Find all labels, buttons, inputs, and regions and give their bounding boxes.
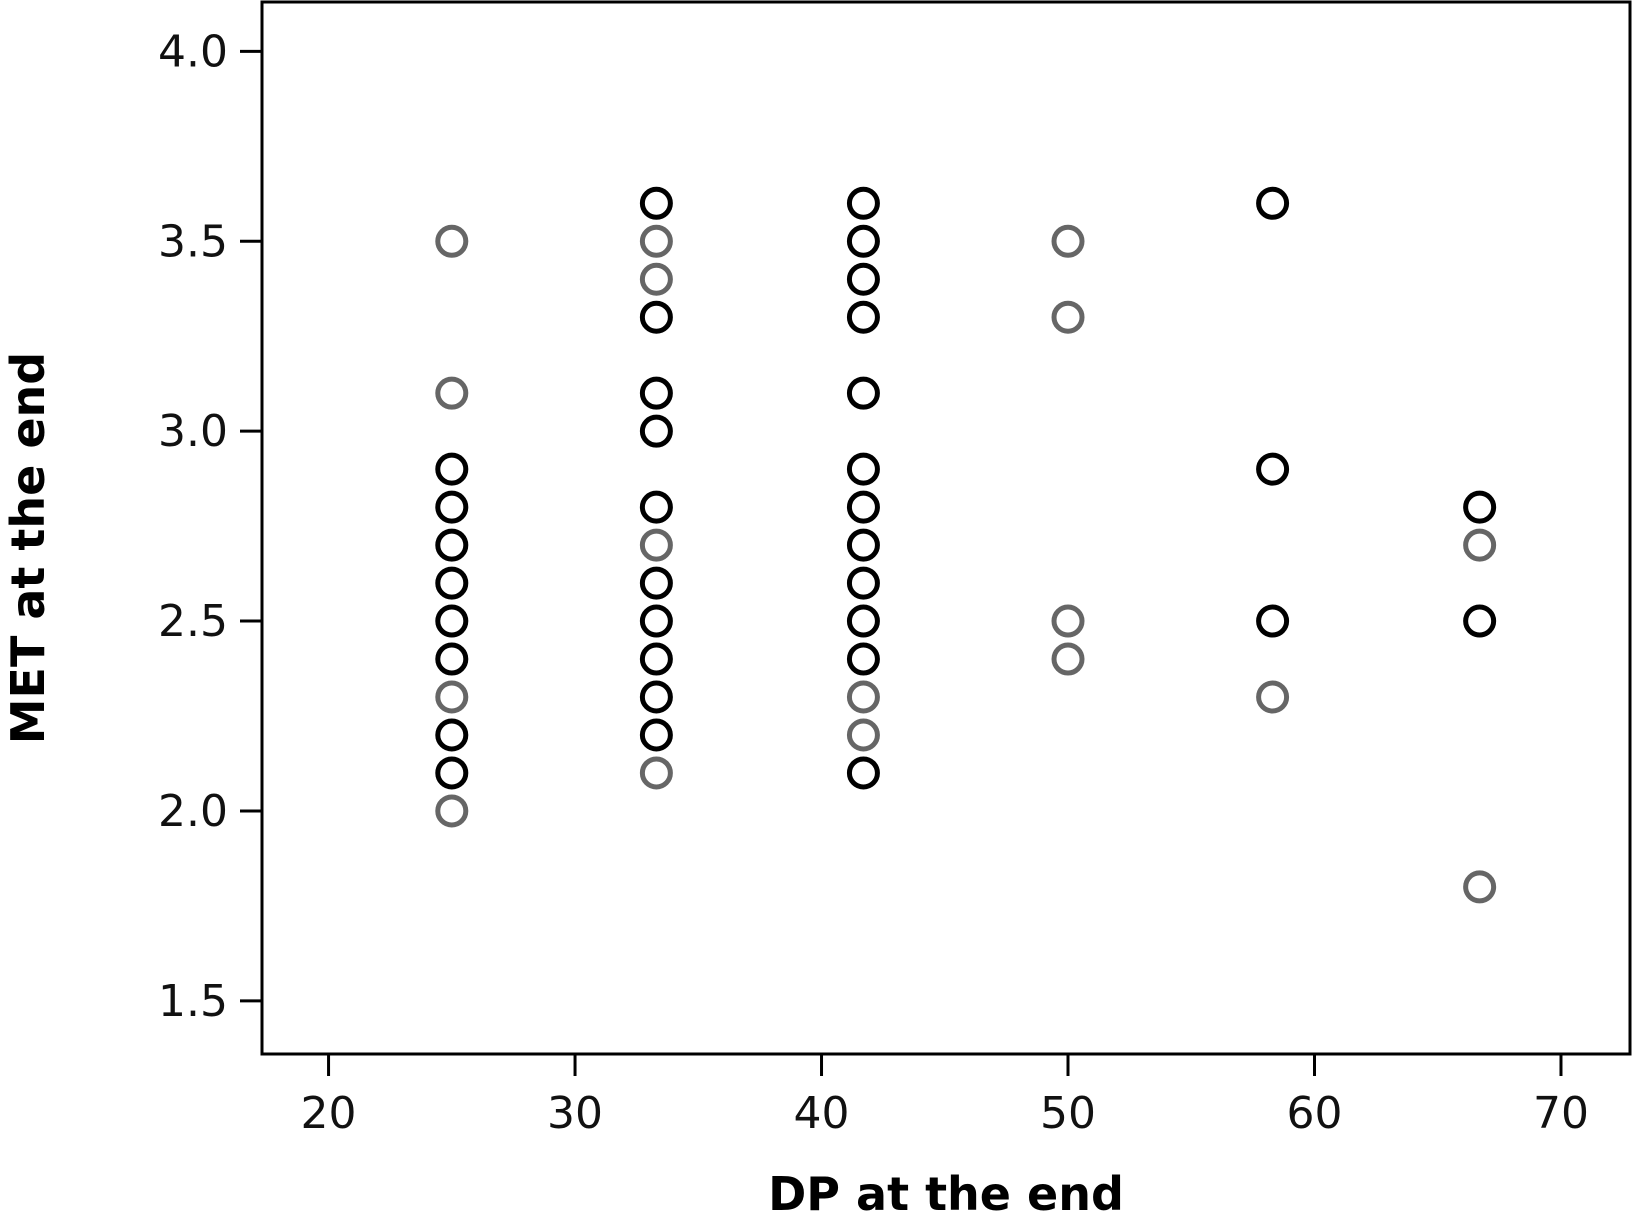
data-point [639,604,673,638]
data-point [639,680,673,714]
data-point [1051,300,1085,334]
data-point [846,528,880,562]
data-point [639,414,673,448]
x-tick-label: 50 [1040,1088,1096,1139]
data-point [639,718,673,752]
data-point [846,490,880,524]
y-tick-label: 3.5 [158,216,228,267]
x-tick-label: 40 [794,1088,850,1139]
data-point [1256,186,1290,220]
data-point [639,528,673,562]
data-points [435,186,1497,904]
data-point [435,794,469,828]
x-axis-title: DP at the end [768,1167,1124,1212]
data-point [639,376,673,410]
data-point [435,566,469,600]
y-tick-label: 4.0 [158,26,228,77]
x-tick-label: 70 [1533,1088,1589,1139]
x-axis: 20 30 40 50 60 70 [301,1054,1589,1139]
data-point [435,604,469,638]
data-point [846,186,880,220]
data-point [1051,604,1085,638]
data-point [846,756,880,790]
data-point [846,452,880,486]
data-point [1463,490,1497,524]
data-point [846,300,880,334]
data-point [1051,224,1085,258]
data-point [435,642,469,676]
data-point [435,490,469,524]
data-point [639,224,673,258]
data-point [1051,642,1085,676]
y-axis: 1.5 2.0 2.5 3.0 3.5 4.0 [158,26,262,1027]
y-tick-label: 2.5 [158,596,228,647]
data-point [846,718,880,752]
data-point [1463,870,1497,904]
data-point [1256,452,1290,486]
data-point [1256,604,1290,638]
data-point [639,566,673,600]
data-point [639,756,673,790]
data-point [846,604,880,638]
data-point [846,262,880,296]
x-tick-label: 30 [547,1088,603,1139]
data-point [846,224,880,258]
data-point [435,224,469,258]
plot-frame [260,0,1632,1056]
data-point [846,680,880,714]
data-point [435,718,469,752]
data-point [846,376,880,410]
data-point [846,642,880,676]
x-tick-label: 60 [1286,1088,1342,1139]
y-axis-title: MET at the end [1,352,55,744]
data-point [639,300,673,334]
y-tick-label: 3.0 [158,406,228,457]
data-point [435,452,469,486]
data-point [435,680,469,714]
data-point [1256,680,1290,714]
y-tick-label: 1.5 [158,976,228,1027]
data-point [1463,604,1497,638]
y-tick-label: 2.0 [158,786,228,837]
x-tick-label: 20 [301,1088,357,1139]
data-point [1463,528,1497,562]
data-point [846,566,880,600]
data-point [639,490,673,524]
data-point [639,262,673,296]
data-point [435,528,469,562]
data-point [639,642,673,676]
data-point [435,376,469,410]
data-point [435,756,469,790]
data-point [639,186,673,220]
